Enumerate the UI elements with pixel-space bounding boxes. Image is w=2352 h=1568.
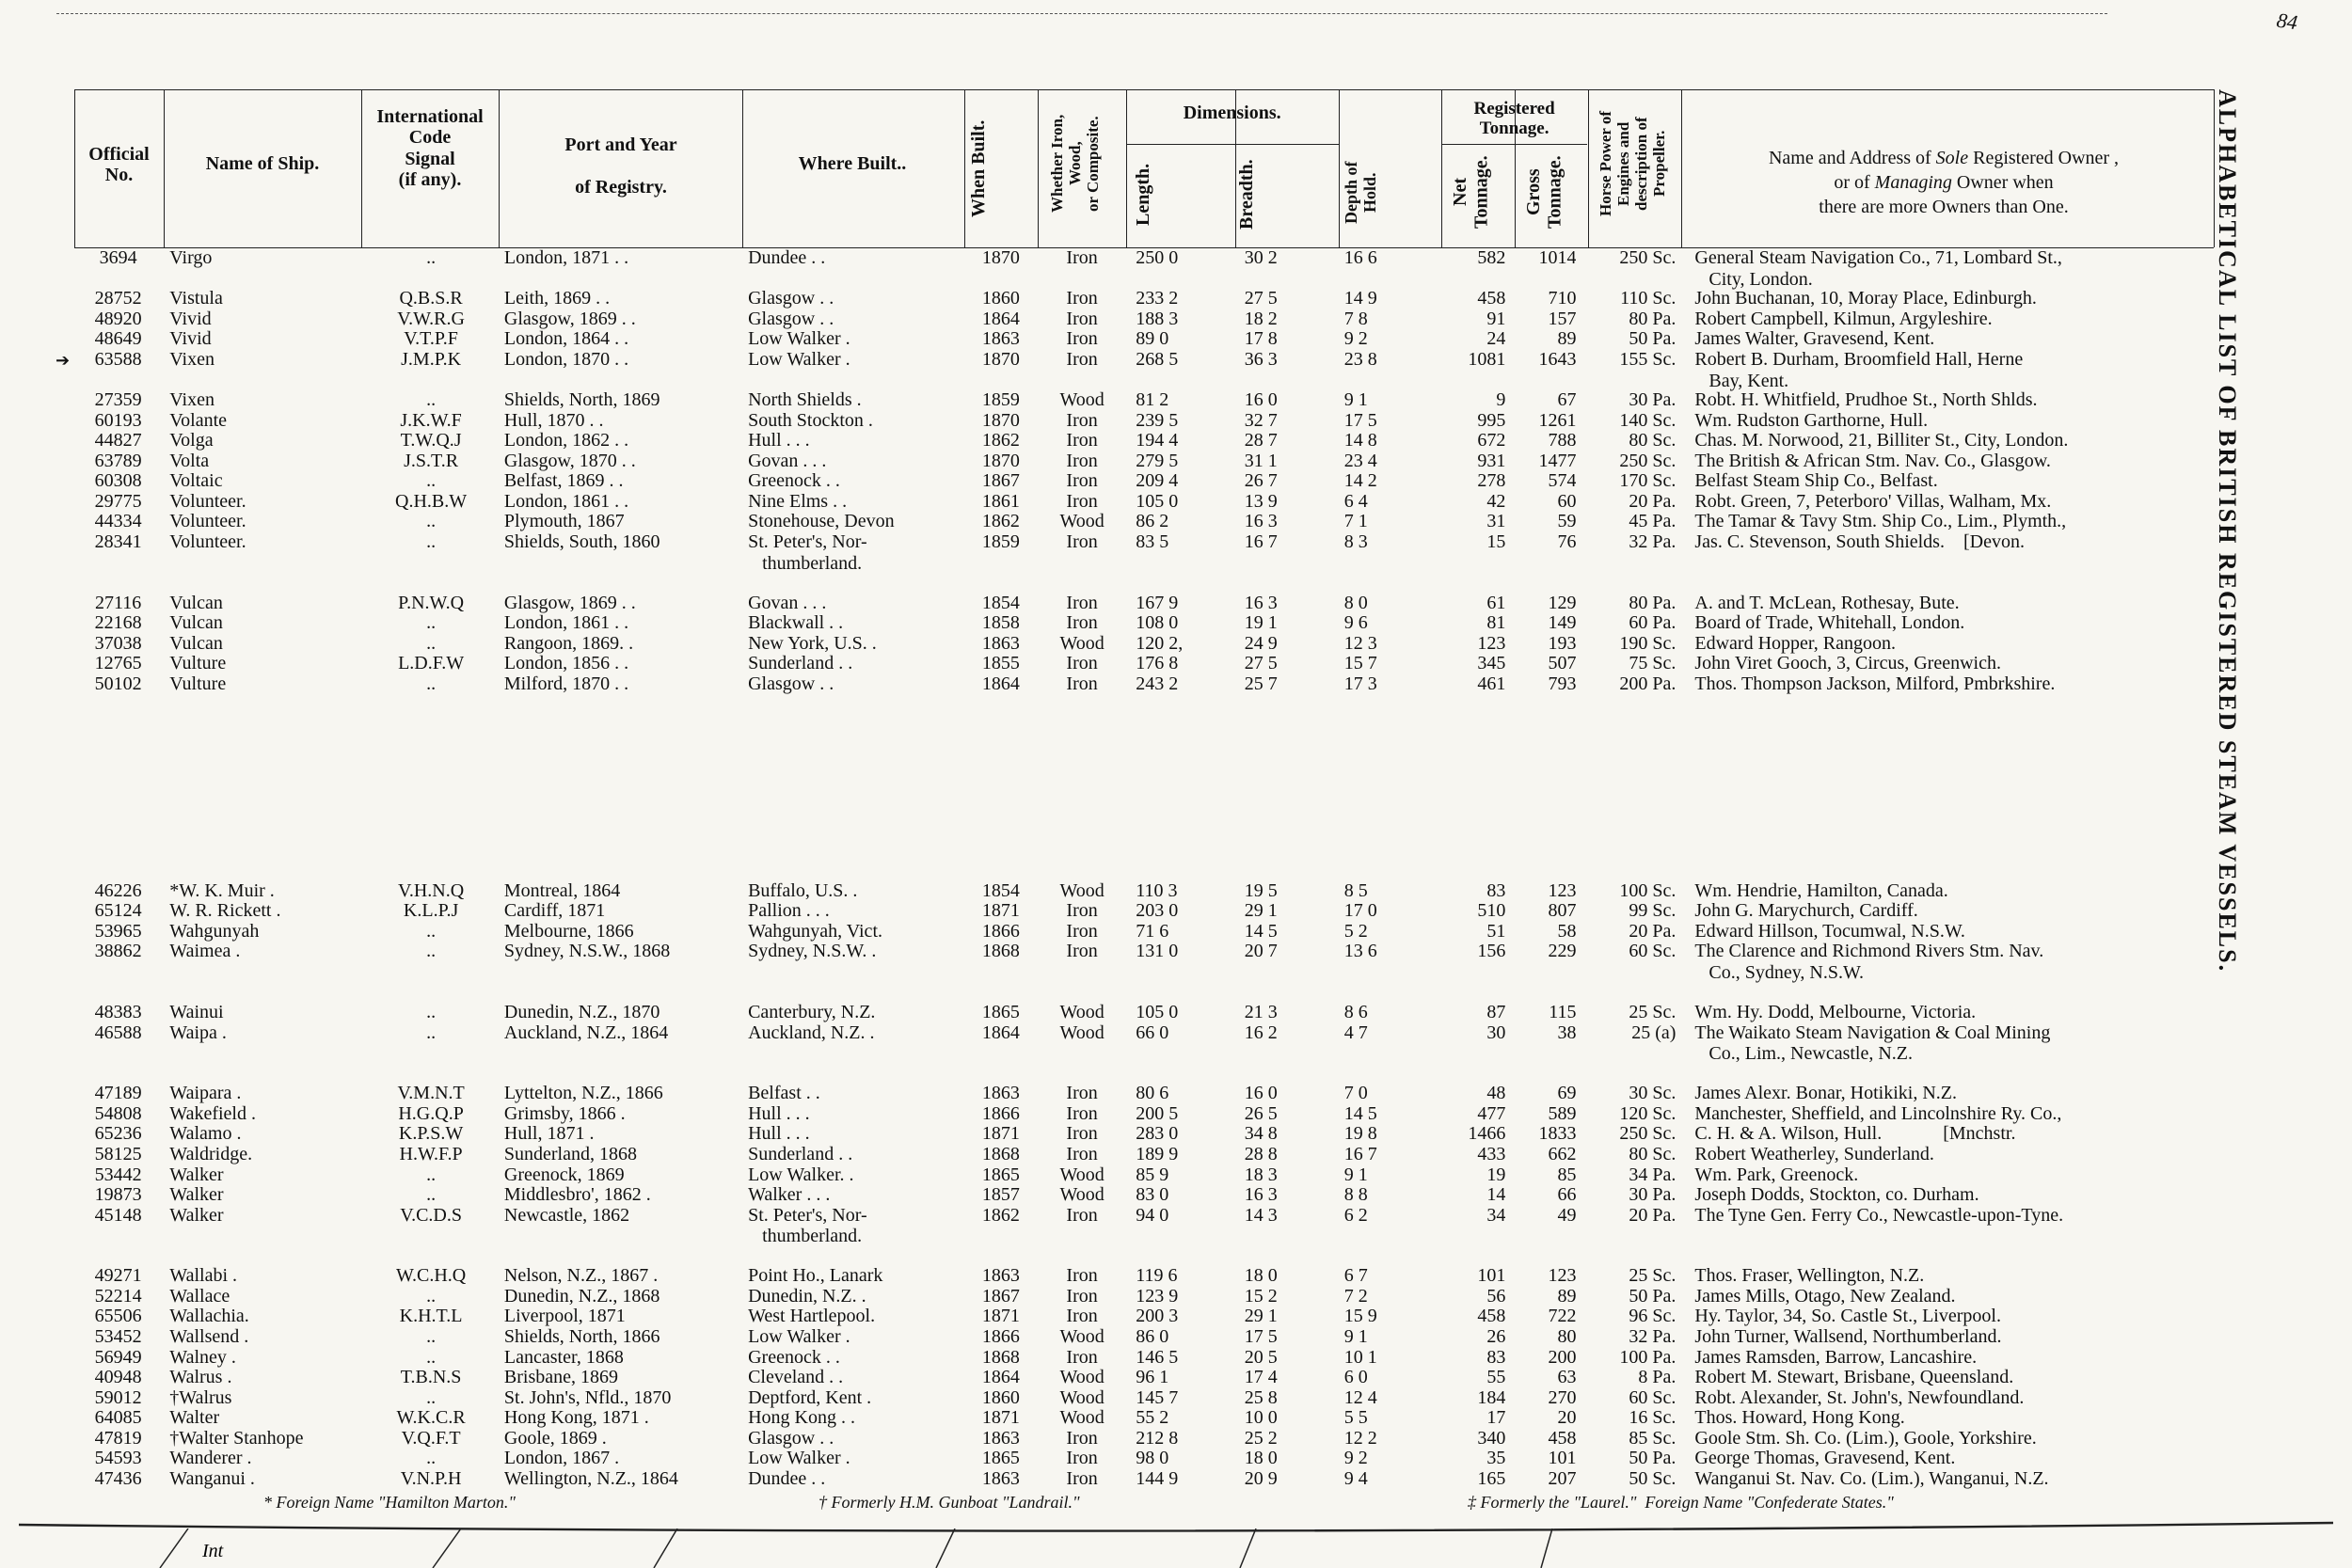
svg-text:Int: Int [201,1541,224,1561]
